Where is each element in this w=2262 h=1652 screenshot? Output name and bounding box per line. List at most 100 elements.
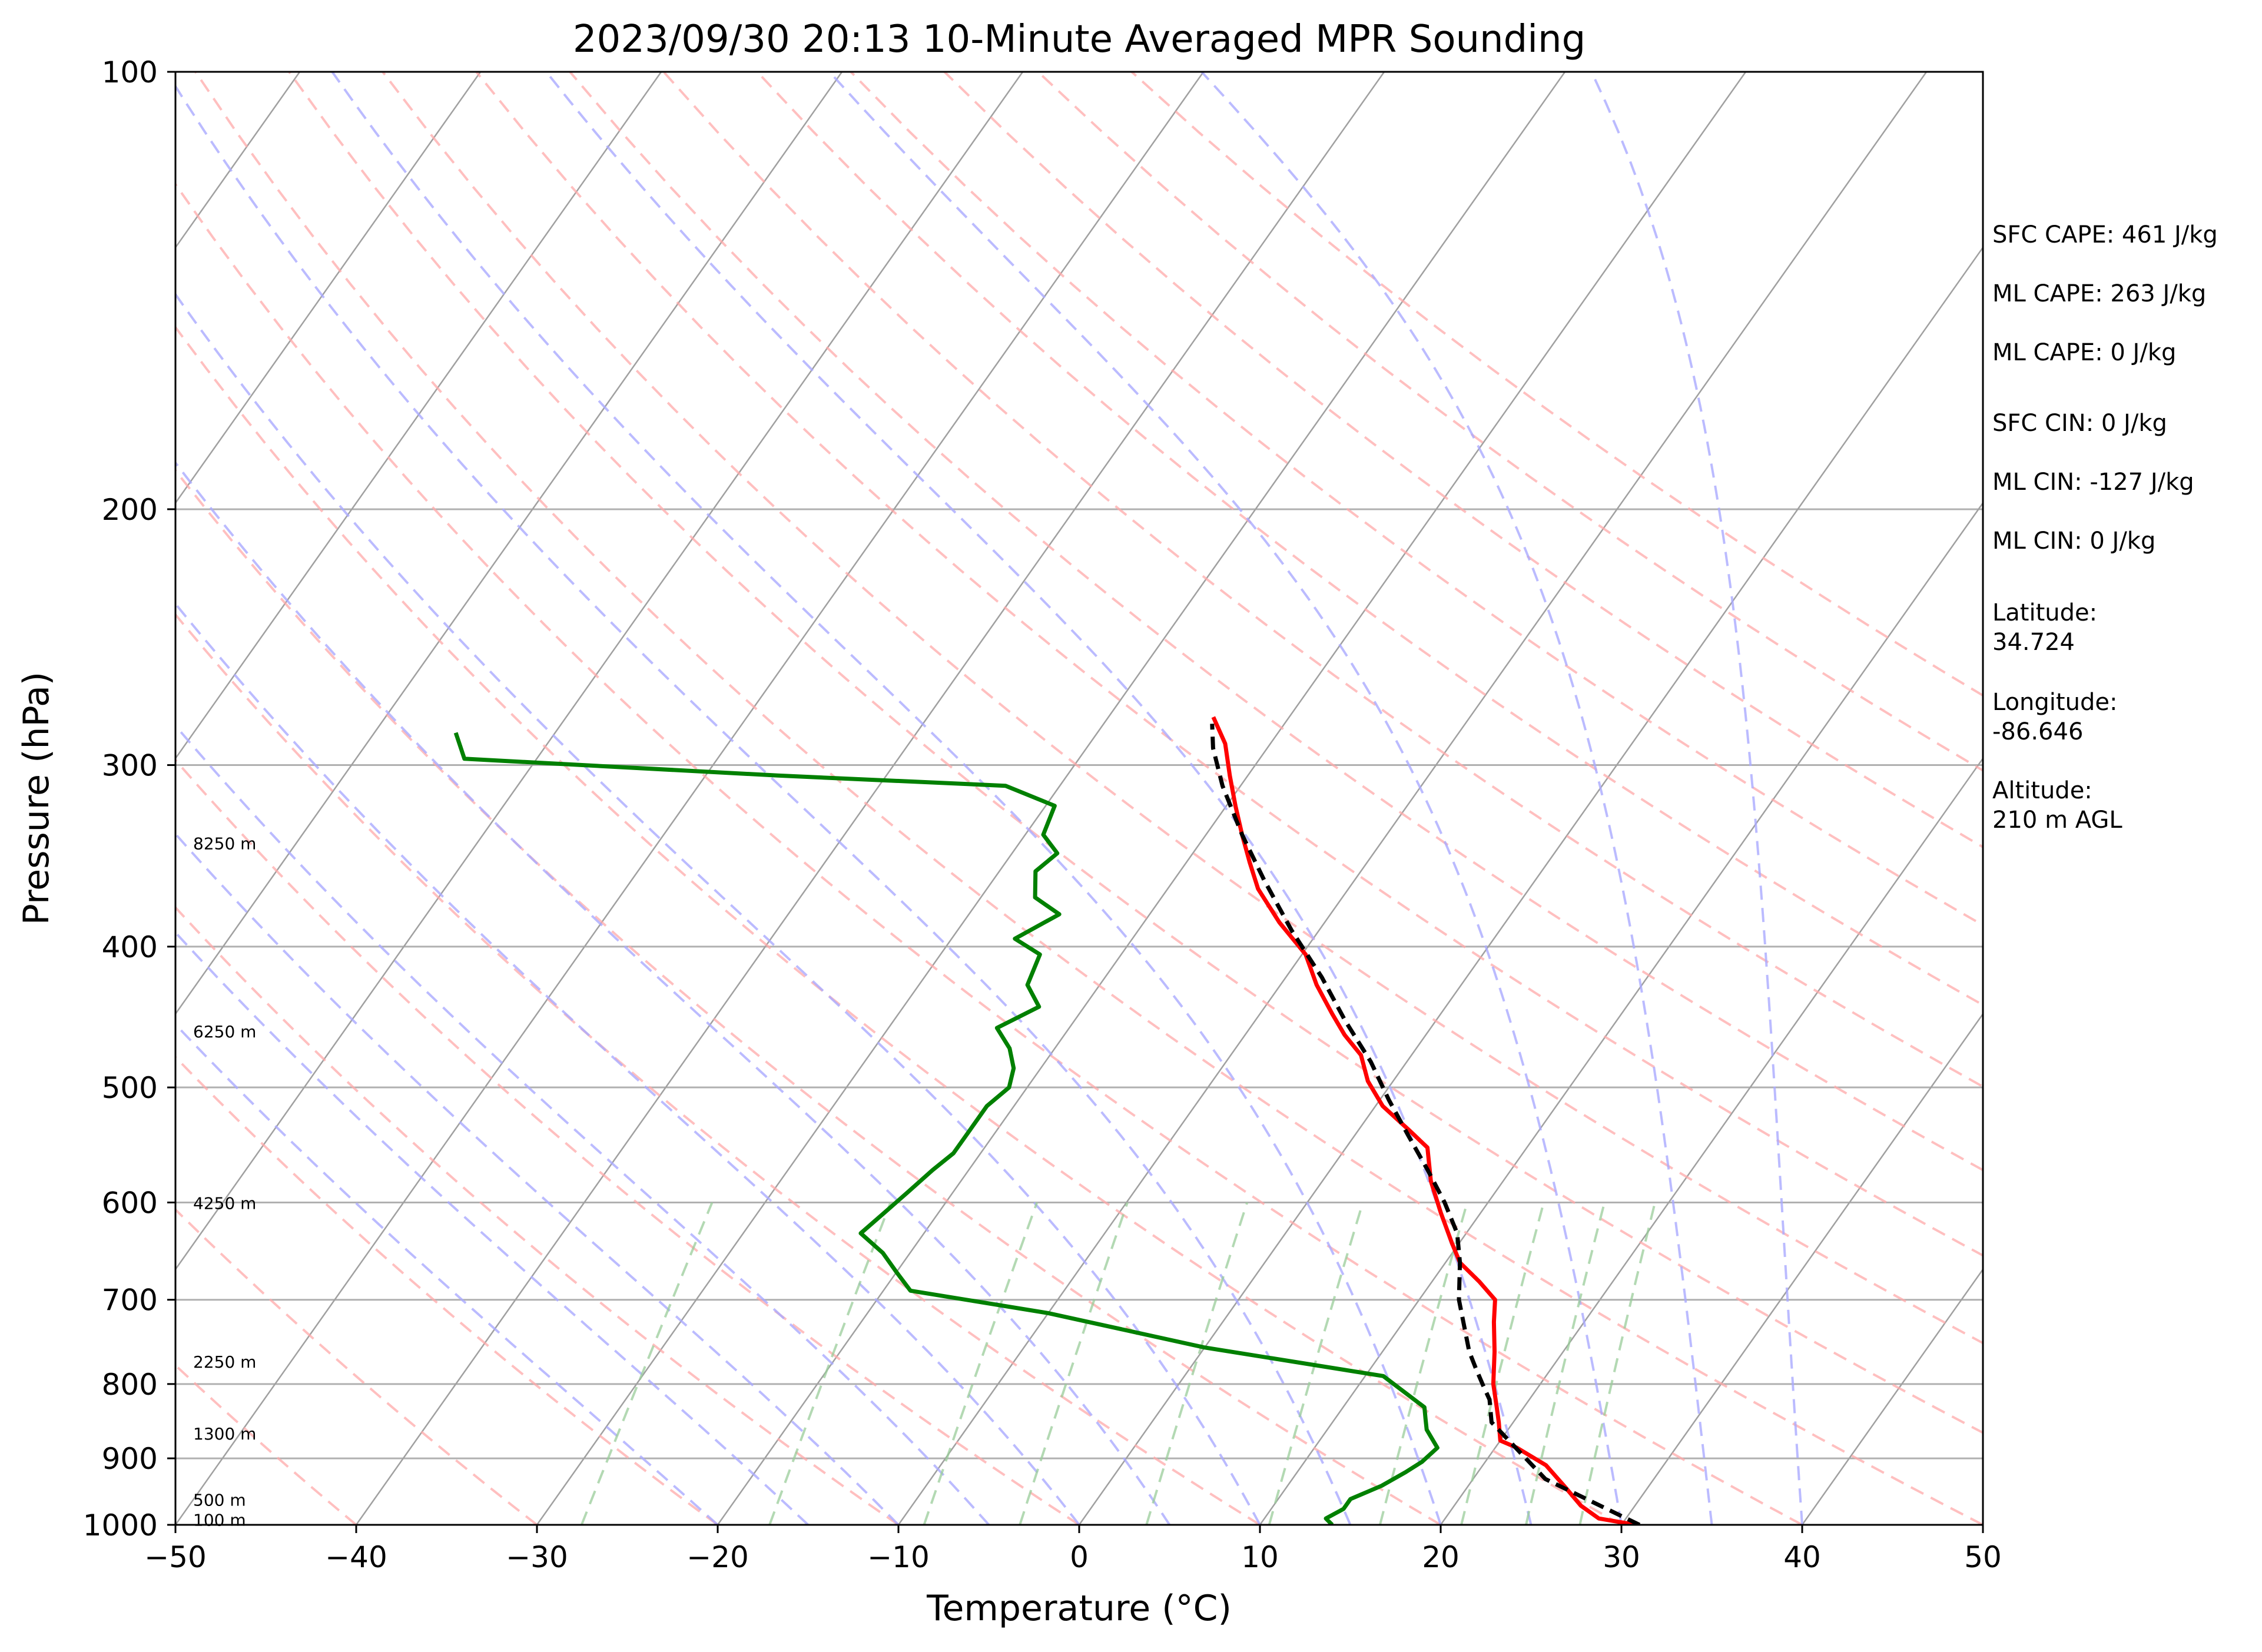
y-tick-label: 400 <box>102 930 158 964</box>
chart-title: 2023/09/30 20:13 10-Minute Averaged MPR … <box>573 18 1586 61</box>
dry-adiabat <box>175 905 900 1525</box>
moist-adiabat <box>175 930 809 1525</box>
isotherm-line <box>1259 502 1983 1525</box>
altitude-value: 210 m AGL <box>1992 807 2122 834</box>
pressure-grid <box>175 72 1983 1525</box>
dry-adiabat <box>175 182 1803 1525</box>
height-label: 2250 m <box>193 1352 256 1372</box>
mixing-ratio-line <box>923 1202 1039 1525</box>
mixing-ratio-line <box>768 1202 892 1525</box>
moist-adiabat <box>1200 72 1713 1525</box>
dry-adiabat <box>756 72 1983 1007</box>
x-axis-ticks: −50 −40 −30 −20 −10 0 10 20 30 40 50 <box>144 1525 2002 1574</box>
x-tick-label: −10 <box>867 1540 930 1574</box>
height-label: 500 m <box>193 1491 246 1510</box>
isotherm-line <box>175 72 1024 1271</box>
dry-adiabat <box>569 72 1983 1172</box>
mixing-ratio-line <box>1268 1202 1364 1525</box>
mixing-ratio-line <box>1019 1202 1129 1525</box>
dry-adiabat <box>662 72 1983 1088</box>
y-tick-label: 700 <box>102 1283 158 1318</box>
isotherm-line <box>1801 1268 1983 1525</box>
altitude-label: Altitude: <box>1992 777 2092 804</box>
moist-adiabat <box>175 460 1171 1525</box>
y-tick-label: 100 <box>102 55 158 89</box>
dry-adiabat <box>175 1364 357 1525</box>
moist-adiabat <box>175 1023 719 1525</box>
dry-adiabat <box>175 325 1622 1525</box>
moist-adiabat <box>331 72 1442 1525</box>
dry-adiabat <box>175 468 1442 1525</box>
x-tick-label: 30 <box>1603 1540 1640 1574</box>
y-tick-label: 800 <box>102 1368 158 1402</box>
dry-adiabat <box>175 758 1080 1525</box>
latitude-value: 34.724 <box>1992 629 2075 656</box>
sfc-cin-text: SFC CIN: 0 J/kg <box>1992 410 2167 437</box>
y-tick-label: 600 <box>102 1186 158 1220</box>
dewpoint-profile <box>453 732 1440 1525</box>
isotherm-line <box>175 72 482 505</box>
longitude-value: -86.646 <box>1992 718 2083 745</box>
x-tick-label: 40 <box>1783 1540 1821 1574</box>
mixing-ratio-line <box>1578 1202 1656 1525</box>
isotherm-line <box>175 72 1205 1525</box>
dry-adiabat <box>943 72 1983 849</box>
latitude-label: Latitude: <box>1992 599 2097 626</box>
x-tick-label: 0 <box>1070 1540 1089 1574</box>
moist-adiabat <box>175 292 1261 1525</box>
moist-adiabat-lines <box>175 72 1803 1525</box>
y-tick-label: 500 <box>102 1071 158 1105</box>
moist-adiabat <box>175 832 900 1525</box>
isotherm-line <box>1440 757 1983 1525</box>
profile-series <box>453 716 1641 1525</box>
mixing-ratio-line <box>580 1202 714 1525</box>
dry-adiabat-lines <box>175 72 1983 1525</box>
moist-adiabat <box>175 84 1352 1525</box>
isotherm-line <box>536 72 1566 1525</box>
moist-adiabat <box>828 72 1623 1525</box>
isotherm-line <box>175 72 662 760</box>
ml-cape-2-text: ML CAPE: 0 J/kg <box>1992 339 2176 366</box>
x-tick-label: −20 <box>686 1540 749 1574</box>
y-tick-label: 300 <box>102 749 158 783</box>
ml-cin-2-text: ML CIN: 0 J/kg <box>1992 528 2155 555</box>
ml-cape-text: ML CAPE: 263 J/kg <box>1992 280 2206 307</box>
x-tick-label: 50 <box>1964 1540 2002 1574</box>
dry-adiabat <box>175 1055 719 1525</box>
info-panel: SFC CAPE: 461 J/kg ML CAPE: 263 J/kg ML … <box>1992 221 2218 834</box>
x-tick-label: 20 <box>1422 1540 1460 1574</box>
mixing-ratio-line <box>1145 1202 1249 1525</box>
isotherm-line <box>1078 246 1983 1525</box>
ml-cin-text: ML CIN: -127 J/kg <box>1992 469 2194 496</box>
x-tick-label: −40 <box>325 1540 387 1574</box>
mixing-ratio-line <box>1460 1202 1545 1525</box>
dry-adiabat <box>288 72 1983 1434</box>
longitude-label: Longitude: <box>1992 689 2117 716</box>
height-label: 100 m <box>193 1511 246 1530</box>
y-tick-label: 200 <box>102 493 158 527</box>
parcel-path <box>1210 724 1641 1525</box>
dry-adiabat <box>1037 72 1983 772</box>
isotherm-line <box>1620 1012 1983 1525</box>
isotherm-lines <box>175 72 1983 1525</box>
sfc-cape-text: SFC CAPE: 461 J/kg <box>1992 221 2218 248</box>
temperature-profile <box>1211 716 1637 1525</box>
isotherm-line <box>355 72 1385 1525</box>
moist-adiabat <box>545 72 1533 1525</box>
dry-adiabat <box>194 72 1983 1525</box>
moist-adiabat <box>175 602 1080 1525</box>
x-tick-label: −30 <box>506 1540 568 1574</box>
x-axis-label: Temperature (°C) <box>926 1588 1232 1629</box>
height-label: 4250 m <box>193 1193 256 1213</box>
dry-adiabat <box>175 612 1261 1525</box>
y-axis-label: Pressure (hPa) <box>16 672 57 925</box>
mixing-ratio-line <box>1525 1202 1606 1525</box>
x-tick-label: 10 <box>1241 1540 1279 1574</box>
y-tick-label: 900 <box>102 1442 158 1476</box>
dry-adiabat <box>382 72 1983 1345</box>
height-label: 8250 m <box>193 834 256 854</box>
moist-adiabat <box>175 724 990 1525</box>
moist-adiabat <box>1590 72 1803 1525</box>
